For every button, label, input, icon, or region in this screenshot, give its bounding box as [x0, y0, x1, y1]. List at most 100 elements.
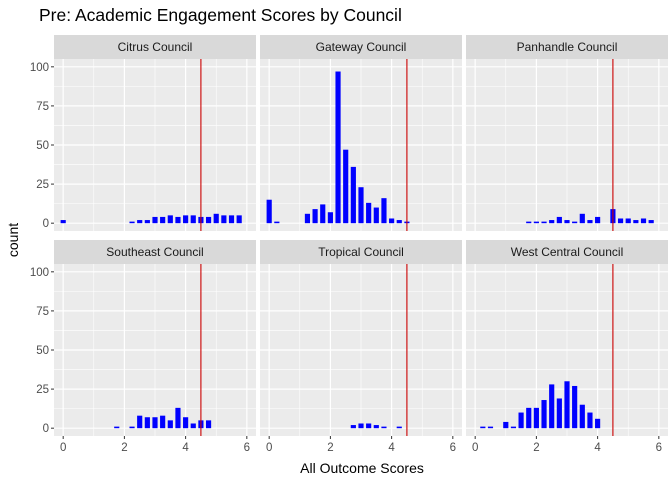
histogram-bar — [587, 412, 593, 429]
x-axis-label: All Outcome Scores — [300, 460, 424, 476]
histogram-bar — [373, 207, 379, 224]
y-tick-label: 100 — [30, 62, 49, 74]
histogram-bar — [480, 426, 486, 429]
facet-panel: West Central Council 0 2 4 6 — [466, 240, 668, 454]
histogram-bar — [625, 218, 631, 224]
y-tick-label: 75 — [36, 101, 49, 113]
histogram-bar — [526, 407, 532, 429]
facet-label: Citrus Council — [118, 40, 193, 54]
facet-label: Panhandle Council — [517, 40, 618, 54]
x-tick-label: 0 — [472, 442, 478, 454]
facet-strip — [260, 240, 462, 264]
histogram-bar — [160, 415, 166, 429]
histogram-bar — [572, 221, 578, 224]
histogram-bar — [190, 423, 196, 429]
histogram-bar — [236, 215, 242, 224]
facet-strip — [54, 35, 256, 59]
histogram-bar — [183, 417, 189, 429]
histogram-bar — [350, 166, 356, 224]
histogram-bar — [572, 385, 578, 429]
histogram-bar — [358, 187, 364, 224]
histogram-bar — [549, 220, 555, 224]
chart-title: Pre: Academic Engagement Scores by Counc… — [39, 5, 402, 25]
histogram-bar — [541, 400, 547, 429]
histogram-bar — [167, 215, 173, 224]
histogram-bar — [152, 216, 158, 224]
histogram-bar — [304, 213, 311, 224]
histogram-bar — [144, 417, 150, 429]
histogram-bar — [129, 426, 135, 429]
histogram-bar — [549, 384, 555, 429]
y-tick-label: 75 — [36, 306, 49, 318]
facet-label: Gateway Council — [316, 40, 407, 54]
histogram-bar — [396, 426, 402, 429]
histogram-bar — [167, 420, 173, 429]
histogram-bar — [381, 426, 387, 429]
y-axis-label: count — [5, 223, 21, 257]
histogram-bar — [541, 221, 547, 224]
histogram-bar — [228, 215, 235, 224]
histogram-bar — [579, 404, 585, 429]
histogram-bar — [617, 218, 624, 224]
histogram-bar — [564, 220, 570, 224]
histogram-bar — [518, 412, 524, 429]
histogram-bar — [221, 215, 227, 224]
histogram-bar — [320, 204, 326, 224]
facet-strip — [466, 240, 668, 264]
y-tick-label: 0 — [43, 423, 49, 435]
facet-panel: Citrus Council 0 25 50 75 100 — [30, 35, 256, 231]
histogram-bar — [327, 212, 333, 224]
histogram-bar — [633, 220, 639, 224]
histogram-bar — [366, 423, 372, 429]
histogram-bar — [160, 216, 166, 224]
histogram-bar — [595, 418, 601, 429]
histogram-bar — [595, 216, 601, 224]
histogram-bar — [366, 202, 372, 224]
histogram-bar — [205, 216, 212, 224]
y-tick-label: 25 — [36, 384, 49, 396]
histogram-bar — [564, 381, 570, 429]
facet-label: Southeast Council — [106, 245, 203, 259]
histogram-bar — [213, 213, 219, 224]
histogram-bar — [533, 407, 539, 429]
histogram-bar — [373, 425, 379, 429]
histogram-bar — [114, 426, 120, 429]
histogram-bar — [205, 420, 212, 429]
histogram-bar — [129, 221, 135, 224]
histogram-bar — [312, 209, 318, 224]
y-tick-label: 25 — [36, 179, 49, 191]
histogram-bar — [640, 218, 647, 224]
histogram-bar — [274, 221, 280, 224]
histogram-bar — [266, 199, 272, 224]
histogram-bar — [389, 218, 395, 224]
histogram-bar — [533, 221, 539, 224]
histogram-bar — [190, 215, 196, 224]
facet-panel: Southeast Council 0 25 50 75 100 0 2 4 6 — [30, 240, 256, 454]
histogram-bar — [175, 216, 181, 224]
histogram-bar — [587, 220, 593, 224]
histogram-bar — [335, 71, 341, 224]
histogram-bar — [510, 426, 517, 429]
histogram-bar — [183, 215, 189, 224]
x-tick-label: 6 — [656, 442, 662, 454]
histogram-bar — [343, 149, 349, 224]
x-tick-label: 0 — [266, 442, 272, 454]
histogram-bar — [60, 220, 66, 224]
facet-label: West Central Council — [511, 245, 624, 259]
histogram-bar — [358, 423, 364, 429]
x-tick-label: 6 — [450, 442, 456, 454]
x-tick-label: 6 — [244, 442, 250, 454]
x-tick-label: 4 — [388, 442, 395, 454]
x-tick-label: 4 — [182, 442, 189, 454]
y-tick-label: 0 — [43, 218, 49, 230]
histogram-bar — [526, 221, 532, 224]
facet-panel: Gateway Council — [260, 35, 462, 231]
histogram-bar — [381, 198, 387, 224]
histogram-bar — [350, 425, 356, 429]
facet-label: Tropical Council — [318, 245, 404, 259]
y-tick-label: 100 — [30, 267, 49, 279]
histogram-bar — [556, 398, 562, 429]
x-tick-label: 4 — [594, 442, 601, 454]
x-tick-label: 2 — [533, 442, 539, 454]
